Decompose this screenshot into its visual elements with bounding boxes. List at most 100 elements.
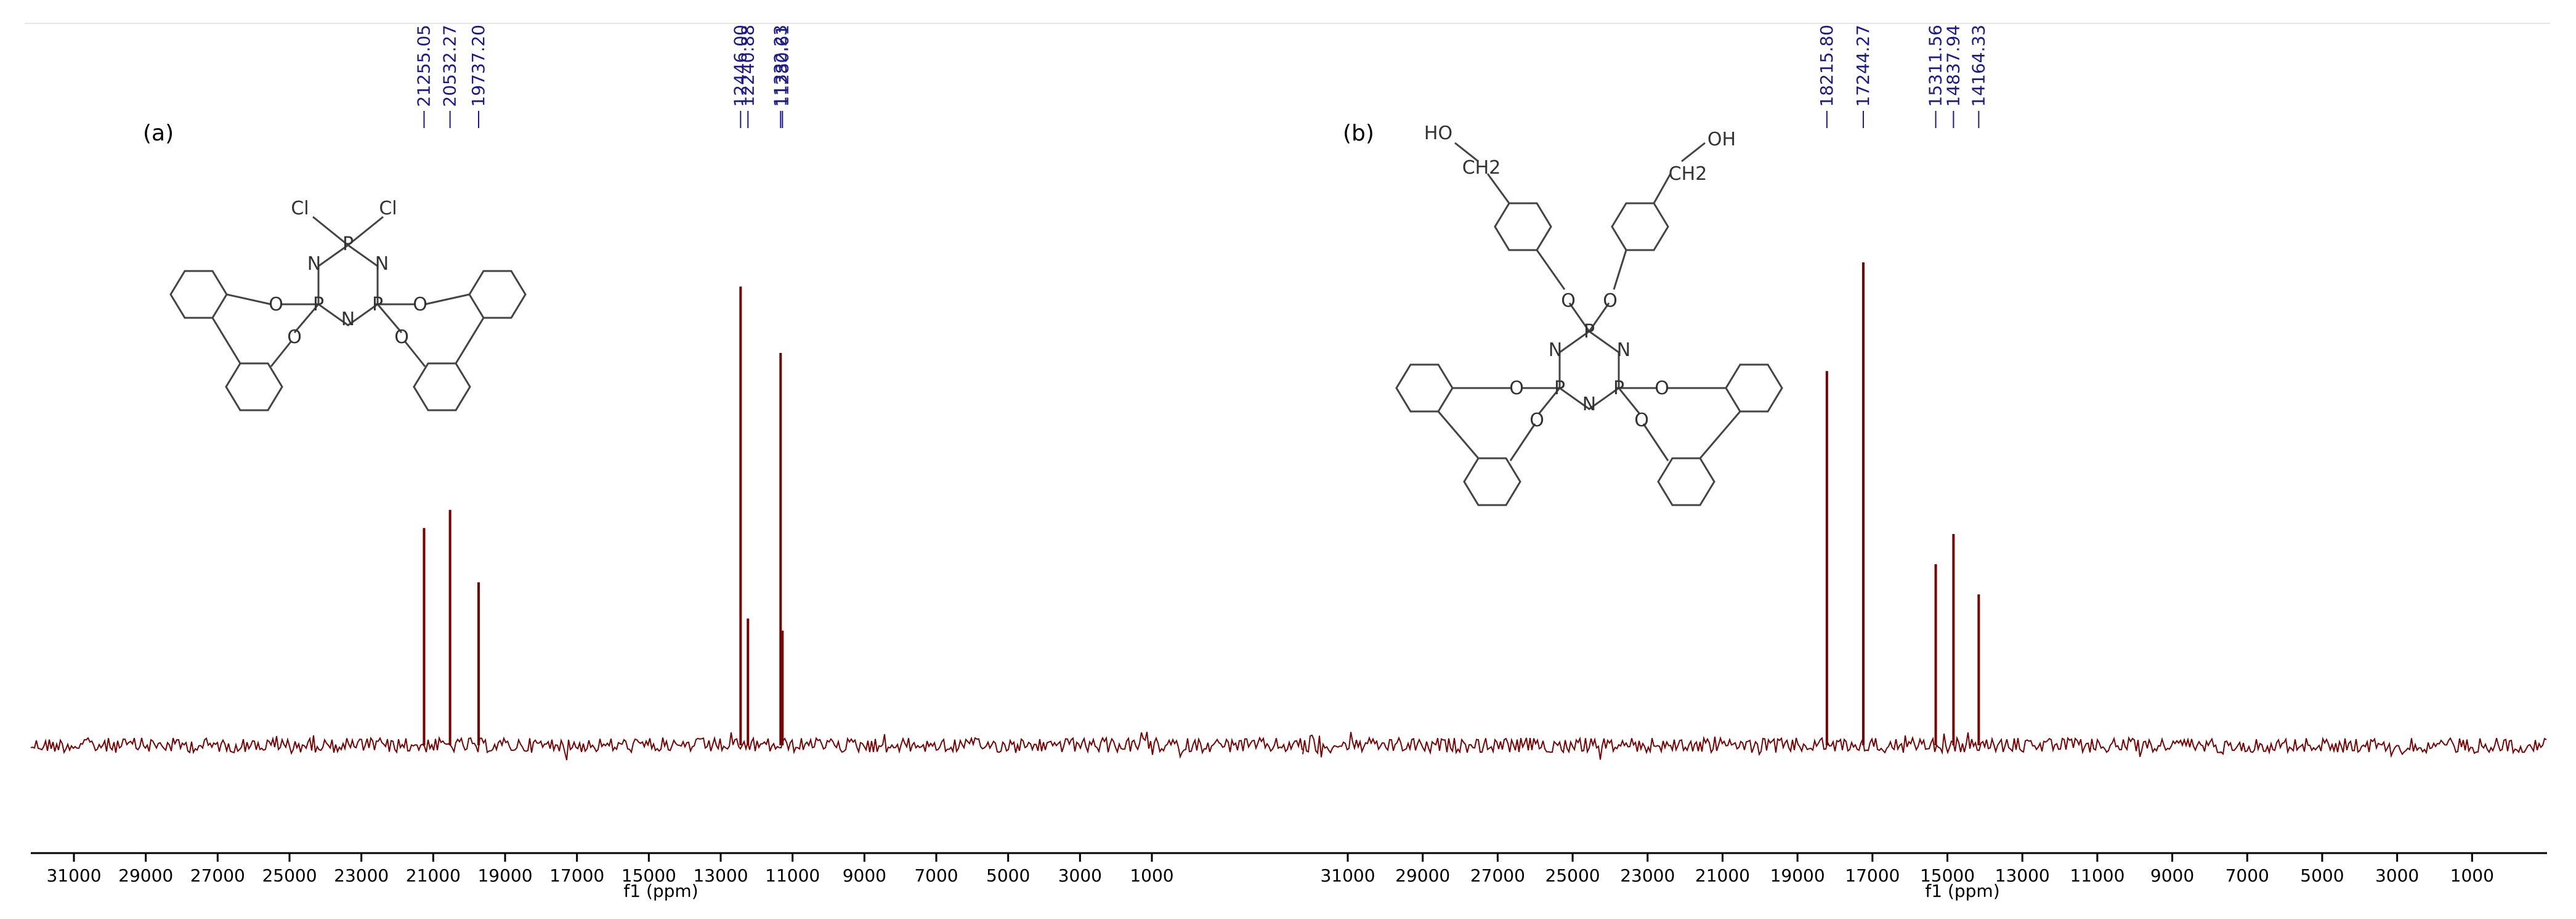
peak-labels: 21255.05 20532.27 19737.20 12446.0012240.88… bbox=[413, 25, 1988, 128]
peak-label: 20532.27 bbox=[440, 25, 460, 107]
atom-b-o4: O bbox=[1634, 410, 1649, 431]
peak-label: 14164.33 bbox=[1968, 25, 1988, 107]
link-b-top1 bbox=[1536, 249, 1566, 290]
biaryl-bond-a2 bbox=[455, 317, 485, 364]
x-tick-label: 17000 bbox=[1845, 865, 1900, 886]
atom-b-n3: N bbox=[1582, 394, 1596, 415]
o-bond-b2 bbox=[1537, 387, 1561, 415]
atom-a-cl2: Cl bbox=[379, 198, 397, 219]
o-bond-b-top1 bbox=[1568, 302, 1590, 332]
x-tick-label: 7000 bbox=[2226, 865, 2269, 886]
x-tick-label: 5000 bbox=[986, 865, 1030, 886]
atom-b-o3: O bbox=[1655, 378, 1669, 399]
atom-a-n1: N bbox=[307, 253, 321, 275]
biaryl-bond-b2 bbox=[1699, 411, 1741, 459]
structure-b bbox=[1395, 142, 1783, 506]
x-tick-label: 27000 bbox=[190, 865, 245, 886]
atom-a-o4: O bbox=[394, 326, 409, 348]
x-tick-label: 3000 bbox=[1058, 865, 1102, 886]
atom-b-ch2-2: CH2 bbox=[1669, 163, 1707, 185]
x-ticks: 31000 29000 27000 25000 23000 21000 19000 17000… bbox=[46, 853, 2494, 886]
o-bond-b-top2 bbox=[1588, 302, 1610, 332]
x-tick-label: 21000 bbox=[406, 865, 461, 886]
peak-label: 18215.80 bbox=[1817, 25, 1837, 107]
ring-o-link-a3 bbox=[270, 341, 292, 367]
x-tick-label: 29000 bbox=[1395, 865, 1450, 886]
x-tick-label: 17000 bbox=[549, 865, 604, 886]
peak-label: 17244.27 bbox=[1853, 25, 1873, 107]
atom-a-o1: O bbox=[269, 294, 283, 315]
atom-a-n3: N bbox=[341, 309, 355, 330]
ring-o-link-a1 bbox=[226, 293, 272, 306]
atom-a-n2: N bbox=[375, 253, 389, 275]
x-tick-label: 9000 bbox=[2150, 865, 2194, 886]
x-tick-label: 1000 bbox=[1130, 865, 1173, 886]
x-tick-label: 23000 bbox=[1620, 865, 1675, 886]
x-tick-label: 31000 bbox=[1320, 865, 1375, 886]
o-bond-b4 bbox=[1618, 387, 1641, 415]
x-tick-label: 31000 bbox=[46, 865, 101, 886]
atom-a-p1: P bbox=[342, 233, 354, 255]
atom-b-o-top1: O bbox=[1561, 290, 1576, 312]
ring-o-link-a4 bbox=[404, 341, 426, 367]
benzene-a2 bbox=[225, 362, 283, 411]
x-tick-label: 5000 bbox=[2300, 865, 2344, 886]
ring-o-link-a2 bbox=[424, 293, 470, 306]
atom-b-n2: N bbox=[1617, 339, 1630, 361]
x-tick-label: 15000 bbox=[622, 865, 676, 886]
phosphazene-ring-a bbox=[317, 244, 379, 326]
oh-bond-b1 bbox=[1454, 142, 1479, 163]
x-tick-label: 25000 bbox=[1545, 865, 1600, 886]
x-tick-label: 11000 bbox=[765, 865, 820, 886]
structure-a-atoms: Cl Cl P N N P P N O O O O bbox=[269, 198, 427, 348]
o-bond-4a bbox=[376, 304, 403, 333]
atom-b-n1: N bbox=[1549, 339, 1562, 361]
structure-b-atoms: HO CH2 OH CH2 O O P N N P P N O O O O bbox=[1424, 123, 1736, 431]
x-axis-label-b: f1 (ppm) bbox=[1925, 881, 1999, 901]
x-tick-label: 25000 bbox=[262, 865, 317, 886]
atom-a-o3: O bbox=[413, 294, 427, 315]
x-tick-label: 19000 bbox=[477, 865, 532, 886]
ring-o-link-b4 bbox=[1642, 423, 1669, 461]
baseline-noise bbox=[1302, 732, 2547, 760]
ch2-bond-b1 bbox=[1486, 173, 1510, 204]
spectrum-peaks bbox=[423, 262, 1980, 745]
peak-label: 11332.23 bbox=[770, 25, 790, 107]
baseline-noise bbox=[30, 731, 1303, 761]
cl-bond-left-a bbox=[312, 216, 349, 246]
structure-a bbox=[169, 216, 527, 411]
atom-b-o-top2: O bbox=[1603, 290, 1618, 312]
x-tick-label: 13000 bbox=[693, 865, 748, 886]
atom-a-p3: P bbox=[372, 294, 383, 315]
atom-a-p2: P bbox=[313, 294, 324, 315]
peak-label: 12240.88 bbox=[737, 25, 758, 107]
x-tick-label: 19000 bbox=[1770, 865, 1825, 886]
peak-label: 21255.05 bbox=[413, 25, 434, 107]
spectrum-baseline bbox=[30, 731, 2547, 761]
panel-label-b: (b) bbox=[1343, 121, 1374, 146]
peak-label: 14837.94 bbox=[1943, 25, 1963, 107]
peak-label: 12446.00 bbox=[730, 25, 750, 107]
cl-bond-right-a bbox=[347, 216, 384, 246]
ring-o-link-b3 bbox=[1509, 423, 1536, 461]
x-tick-label: 15000 bbox=[1920, 865, 1975, 886]
x-tick-label: 9000 bbox=[843, 865, 886, 886]
x-tick-label: 21000 bbox=[1695, 865, 1750, 886]
atom-a-o2: O bbox=[287, 326, 302, 348]
x-tick-label: 1000 bbox=[2450, 865, 2494, 886]
x-tick-label: 11000 bbox=[2070, 865, 2124, 886]
phosphazene-ring-b bbox=[1558, 330, 1620, 410]
atom-b-o2: O bbox=[1529, 410, 1544, 431]
benzene-b2 bbox=[1463, 457, 1521, 506]
x-tick-label: 3000 bbox=[2375, 865, 2419, 886]
x-tick-label: 13000 bbox=[1995, 865, 2050, 886]
x-tick-label: 7000 bbox=[914, 865, 958, 886]
biaryl-bond-a1 bbox=[211, 317, 241, 364]
oh-bond-b2 bbox=[1681, 142, 1706, 163]
x-tick-label: 29000 bbox=[118, 865, 173, 886]
atom-b-o1: O bbox=[1509, 378, 1524, 399]
atom-b-ch2-1: CH2 bbox=[1462, 157, 1501, 179]
